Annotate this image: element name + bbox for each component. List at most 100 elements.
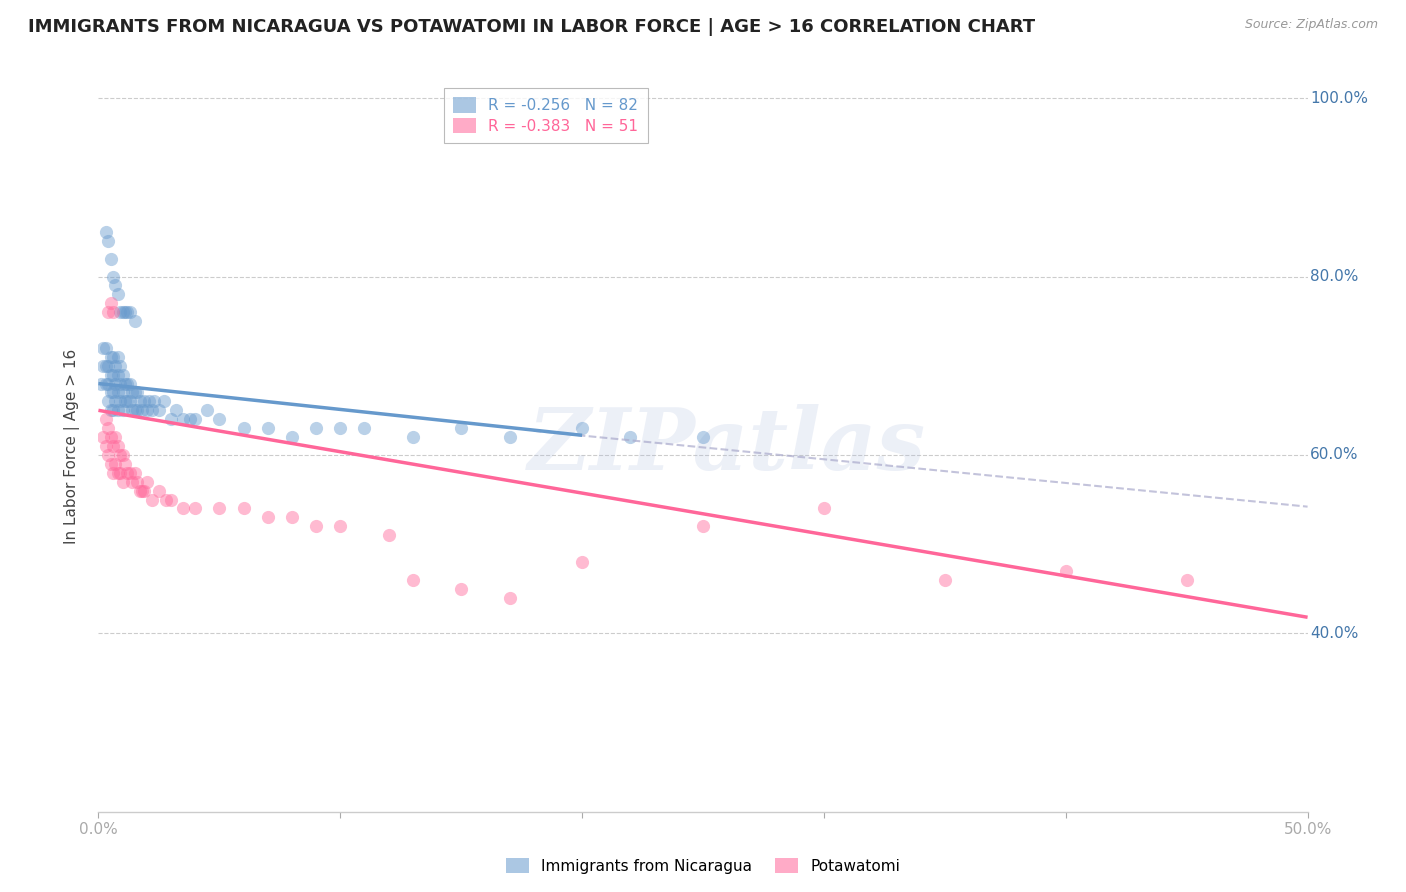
Point <box>111 368 134 382</box>
Text: 40.0%: 40.0% <box>1310 626 1358 640</box>
Point <box>402 573 425 587</box>
Point <box>101 350 124 364</box>
Point <box>165 403 187 417</box>
Point <box>121 403 143 417</box>
Point <box>134 483 156 498</box>
Legend: R = -0.256   N = 82, R = -0.383   N = 51: R = -0.256 N = 82, R = -0.383 N = 51 <box>444 88 648 143</box>
Point <box>118 305 141 319</box>
Point <box>118 466 141 480</box>
Text: 100.0%: 100.0% <box>1310 91 1368 105</box>
Point <box>148 483 170 498</box>
Point <box>107 403 129 417</box>
Point <box>353 421 375 435</box>
Point <box>124 403 146 417</box>
Point <box>101 439 124 453</box>
Text: Source: ZipAtlas.com: Source: ZipAtlas.com <box>1244 18 1378 31</box>
Point <box>97 234 120 248</box>
Point <box>91 430 114 444</box>
Point <box>498 430 520 444</box>
Point <box>111 475 134 489</box>
Text: IMMIGRANTS FROM NICARAGUA VS POTAWATOMI IN LABOR FORCE | AGE > 16 CORRELATION CH: IMMIGRANTS FROM NICARAGUA VS POTAWATOMI … <box>28 18 1035 36</box>
Point <box>108 466 131 480</box>
Point <box>131 483 153 498</box>
Point <box>402 430 425 444</box>
Point <box>281 430 304 444</box>
Point <box>100 403 122 417</box>
Point <box>498 591 520 605</box>
Y-axis label: In Labor Force | Age > 16: In Labor Force | Age > 16 <box>65 349 80 543</box>
Point <box>118 376 141 391</box>
Point <box>152 394 174 409</box>
Point <box>91 341 114 355</box>
Point <box>208 501 231 516</box>
Point <box>124 466 146 480</box>
Point <box>692 519 714 533</box>
Point <box>107 350 129 364</box>
Point <box>450 421 472 435</box>
Point <box>135 403 157 417</box>
Point <box>104 376 127 391</box>
Point <box>117 305 139 319</box>
Point <box>692 430 714 444</box>
Point <box>94 439 117 453</box>
Point <box>160 412 183 426</box>
Text: ZIPatlas: ZIPatlas <box>529 404 927 488</box>
Point <box>305 421 328 435</box>
Point <box>97 305 120 319</box>
Point <box>94 412 117 426</box>
Point <box>184 412 207 426</box>
Point <box>101 403 124 417</box>
Point <box>208 412 231 426</box>
Point <box>101 385 124 400</box>
Point <box>155 492 177 507</box>
Point <box>97 394 120 409</box>
Point <box>121 475 143 489</box>
Point <box>127 385 149 400</box>
Text: 80.0%: 80.0% <box>1310 269 1358 284</box>
Point <box>114 376 136 391</box>
Point <box>121 385 143 400</box>
Point <box>104 359 127 373</box>
Point <box>1054 564 1077 578</box>
Point <box>179 412 201 426</box>
Point <box>232 421 254 435</box>
Point <box>114 457 136 471</box>
Point <box>141 492 163 507</box>
Point <box>100 385 122 400</box>
Legend: Immigrants from Nicaragua, Potawatomi: Immigrants from Nicaragua, Potawatomi <box>501 852 905 880</box>
Point <box>107 385 129 400</box>
Point <box>117 376 139 391</box>
Point <box>114 394 136 409</box>
Point <box>94 225 117 239</box>
Point <box>619 430 641 444</box>
Point <box>107 439 129 453</box>
Point <box>377 528 399 542</box>
Point <box>138 394 160 409</box>
Point <box>94 376 117 391</box>
Point <box>134 394 156 409</box>
Point <box>100 350 122 364</box>
Point <box>101 368 124 382</box>
Point <box>100 368 122 382</box>
Point <box>329 519 352 533</box>
Point <box>104 394 127 409</box>
Point <box>97 421 120 435</box>
Point <box>232 501 254 516</box>
Point <box>100 430 122 444</box>
Point <box>131 403 153 417</box>
Point <box>114 305 136 319</box>
Point <box>813 501 835 516</box>
Point <box>256 421 278 435</box>
Point <box>124 314 146 328</box>
Point <box>100 252 122 266</box>
Point <box>571 421 593 435</box>
Point <box>107 287 129 301</box>
Point <box>111 403 134 417</box>
Point <box>94 359 117 373</box>
Point <box>97 448 120 462</box>
Point <box>90 376 112 391</box>
Point <box>128 394 150 409</box>
Point <box>135 475 157 489</box>
Point <box>127 475 149 489</box>
Point <box>571 555 593 569</box>
